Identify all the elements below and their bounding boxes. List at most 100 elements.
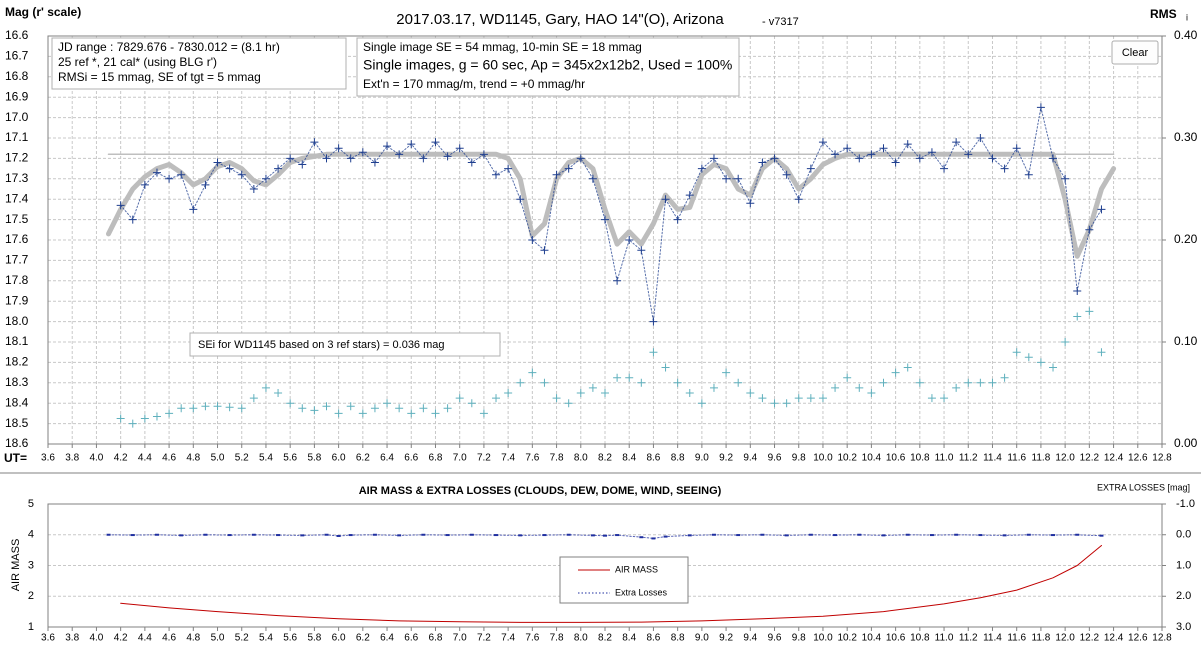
data-point — [322, 154, 331, 163]
legend-label: Extra Losses — [615, 587, 668, 597]
data-point — [940, 164, 949, 173]
data-point — [770, 154, 779, 163]
data-point — [419, 154, 428, 163]
x-tick-label: 3.8 — [65, 453, 79, 464]
y-tick-label: 18.5 — [5, 416, 29, 430]
data-point — [467, 399, 476, 408]
data-point — [322, 402, 331, 411]
data-point — [831, 150, 840, 159]
x-tick-label: 4.0 — [89, 453, 103, 464]
y-tick-label: 17.2 — [5, 151, 29, 165]
overlay: JD range : 7829.676 - 7830.012 = (8.1 hr… — [51, 37, 1159, 604]
data-point — [165, 174, 174, 183]
data-point — [455, 144, 464, 153]
data-point — [903, 363, 912, 372]
data-point — [1036, 103, 1045, 112]
data-point — [685, 191, 694, 200]
data-point — [540, 378, 549, 387]
x-tick-label: 6.8 — [429, 453, 443, 464]
data-point — [843, 373, 852, 382]
x-tick-label: 4.4 — [138, 633, 152, 644]
note: SEi for WD1145 based on 3 ref stars) = 0… — [198, 339, 445, 351]
data-point — [261, 383, 270, 392]
x-tick-label: 4.2 — [114, 633, 128, 644]
y2-axis-label: EXTRA LOSSES [mag] — [1097, 482, 1190, 492]
x-tick-label: 10.4 — [862, 633, 882, 644]
info-box — [51, 37, 347, 90]
x-tick-label: 5.4 — [259, 633, 273, 644]
data-point — [152, 168, 161, 177]
x-tick-label: 9.6 — [768, 453, 782, 464]
y-tick-label: 5 — [28, 498, 34, 510]
x-tick-label: 4.0 — [89, 633, 103, 644]
data-point — [879, 144, 888, 153]
data-point — [964, 378, 973, 387]
y2-tick-label: 0.40 — [1174, 28, 1198, 42]
y2-axis-label: RMS — [1150, 7, 1177, 21]
data-point — [140, 414, 149, 423]
data-point — [395, 404, 404, 413]
x-tick-label: 10.6 — [886, 453, 906, 464]
y2-tick-label: 2.0 — [1176, 590, 1191, 602]
info-text: Single image SE = 54 mmag, 10-min SE = 1… — [363, 40, 642, 54]
x-tick-label: 12.6 — [1128, 453, 1148, 464]
x-tick-label: 5.2 — [235, 633, 249, 644]
data-point — [734, 174, 743, 183]
data-point — [213, 158, 222, 167]
y-tick-label: 4 — [28, 529, 34, 541]
data-point — [722, 174, 731, 183]
data-point — [685, 389, 694, 397]
info-box — [356, 37, 740, 97]
y2-tick-label: -1.0 — [1176, 498, 1195, 510]
data-point — [431, 409, 440, 418]
x-tick-label: 4.8 — [186, 633, 200, 644]
x-tick-label: 10.8 — [910, 453, 930, 464]
y2-axis-label-sub: i — [1186, 12, 1188, 22]
x-prefix: UT= — [4, 451, 27, 465]
x-tick-label: 9.4 — [743, 453, 757, 464]
clear-button[interactable] — [1111, 40, 1159, 65]
data-point — [504, 164, 513, 173]
data-point — [128, 215, 137, 224]
data-point — [1024, 353, 1033, 362]
y2-tick-label: 0.10 — [1174, 334, 1198, 348]
y-axis-label: AIR MASS — [10, 539, 22, 592]
data-point — [358, 148, 367, 157]
data-point — [927, 148, 936, 157]
data-point — [286, 154, 295, 163]
data-point — [140, 180, 149, 189]
data-point — [637, 246, 646, 255]
data-point — [334, 409, 343, 418]
x-tick-label: 8.2 — [598, 453, 612, 464]
series-line — [120, 545, 1102, 623]
data-point — [116, 201, 125, 210]
data-point — [479, 150, 488, 159]
chart-title: AIR MASS & EXTRA LOSSES (CLOUDS, DEW, DO… — [359, 485, 722, 497]
data-point — [649, 348, 658, 357]
x-tick-label: 7.6 — [525, 633, 539, 644]
data-point — [709, 383, 718, 392]
x-tick-label: 5.0 — [211, 633, 225, 644]
data-point — [770, 399, 779, 408]
x-tick-label: 4.2 — [114, 453, 128, 464]
legend — [559, 556, 689, 604]
data-point — [1073, 312, 1082, 321]
y-tick-label: 17.0 — [5, 110, 29, 124]
clear-button-label[interactable]: Clear — [1122, 47, 1149, 59]
data-point — [661, 363, 670, 372]
x-tick-label: 7.2 — [477, 453, 491, 464]
data-point — [855, 154, 864, 163]
y-tick-label: 16.9 — [5, 89, 29, 103]
x-tick-label: 7.6 — [525, 453, 539, 464]
x-tick-label: 12.0 — [1055, 453, 1075, 464]
x-tick-label: 8.0 — [574, 633, 588, 644]
x-tick-label: 11.2 — [959, 633, 978, 644]
note-box — [189, 332, 501, 357]
data-point — [867, 150, 876, 159]
bottom-chart: 3.6 3.8 4.0 4.2 4.4 4.6 4.8 5.0 5.2 5.4 5.6 5.8 6.0 6… — [28, 498, 1195, 644]
x-tick-label: 11.0 — [935, 633, 954, 644]
data-point — [346, 154, 355, 163]
x-tick-label: 6.6 — [404, 633, 418, 644]
x-tick-label: 6.0 — [332, 633, 346, 644]
y-tick-label: 17.1 — [5, 130, 29, 144]
